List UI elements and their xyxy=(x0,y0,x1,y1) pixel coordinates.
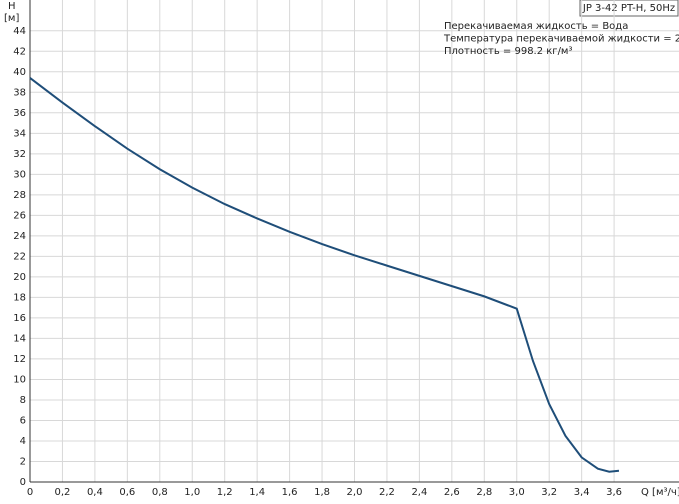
y-tick-label: 26 xyxy=(13,210,26,221)
y-tick-label: 2 xyxy=(20,456,26,467)
y-tick-label: 28 xyxy=(13,190,26,201)
x-axis-label: Q [м³/ч] xyxy=(641,487,679,498)
y-tick-label: 42 xyxy=(13,46,26,57)
y-tick-label: 8 xyxy=(20,395,26,406)
y-tick-label: 20 xyxy=(13,272,26,283)
title-box xyxy=(579,0,679,17)
annotation: Температура перекачиваемой жидкости = 20… xyxy=(443,34,679,45)
x-tick-label: 1,8 xyxy=(314,487,330,498)
x-tick-label: 2,6 xyxy=(444,487,460,498)
y-tick-label: 34 xyxy=(13,128,26,139)
y-tick-label: 12 xyxy=(13,354,26,365)
x-tick-label: 2,0 xyxy=(347,487,363,498)
y-tick-label: 24 xyxy=(13,231,26,242)
x-tick-label: 1,6 xyxy=(282,487,298,498)
x-tick-label: 0,2 xyxy=(54,487,70,498)
y-tick-label: 18 xyxy=(13,292,26,303)
x-tick-label: 3,4 xyxy=(574,487,590,498)
y-tick-label: 0 xyxy=(20,477,26,488)
x-tick-label: 2,4 xyxy=(411,487,427,498)
y-tick-label: 22 xyxy=(13,251,26,262)
y-tick-label: 10 xyxy=(13,374,26,385)
y-tick-label: 36 xyxy=(13,108,26,119)
x-tick-label: 3,2 xyxy=(541,487,557,498)
annotation: Перекачиваемая жидкость = Вода xyxy=(444,21,628,32)
x-tick-label: 3,6 xyxy=(606,487,622,498)
chart-title: JP 3-42 PT-H, 50Hz xyxy=(582,3,675,14)
y-tick-label: 44 xyxy=(13,26,26,37)
x-tick-label: 1,0 xyxy=(184,487,200,498)
x-tick-label: 3,0 xyxy=(509,487,525,498)
x-tick-label: 0,6 xyxy=(119,487,135,498)
y-tick-label: 6 xyxy=(20,415,26,426)
y-tick-label: 40 xyxy=(13,67,26,78)
x-tick-label: 1,2 xyxy=(217,487,233,498)
y-axis-label: [м] xyxy=(4,13,19,24)
x-tick-label: 1,4 xyxy=(249,487,265,498)
y-tick-label: 30 xyxy=(13,169,26,180)
annotation: Плотность = 998.2 кг/м³ xyxy=(444,46,573,57)
y-tick-label: 16 xyxy=(13,313,26,324)
x-tick-label: 0,4 xyxy=(87,487,103,498)
y-tick-label: 14 xyxy=(13,333,26,344)
y-tick-label: 4 xyxy=(20,436,26,447)
x-tick-label: 0 xyxy=(27,487,33,498)
y-axis-label: H xyxy=(8,1,16,12)
y-tick-label: 38 xyxy=(13,87,26,98)
x-tick-label: 0,8 xyxy=(152,487,168,498)
curve xyxy=(29,77,620,473)
x-tick-label: 2,2 xyxy=(379,487,395,498)
x-tick-label: 2,8 xyxy=(476,487,492,498)
y-tick-label: 32 xyxy=(13,149,26,160)
